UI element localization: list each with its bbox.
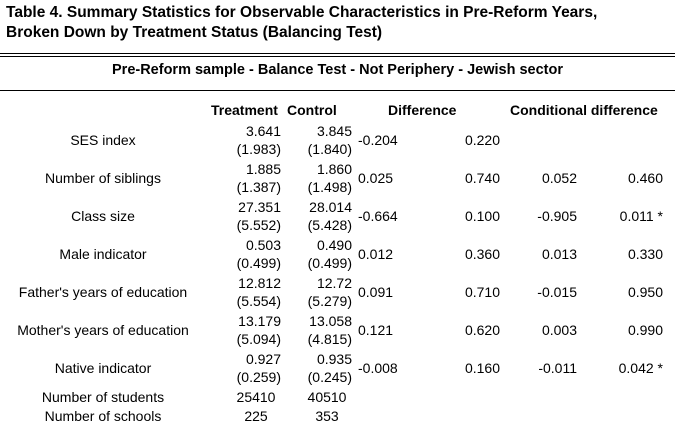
treatment-sd: (5.552) (236, 217, 281, 233)
treatment-sd: (5.554) (236, 293, 281, 309)
conditional-pvalue: 0.011 * (619, 208, 663, 224)
count-control: 40510 (307, 389, 347, 405)
count-label: Number of schools (44, 408, 162, 424)
conditional-pvalue: 0.460 (627, 170, 663, 186)
conditional-difference: -0.011 (538, 360, 577, 376)
control-sd: (5.279) (307, 293, 352, 309)
difference: -0.204 (358, 132, 398, 148)
treatment-mean: 12.812 (238, 275, 281, 291)
control-mean: 3.845 (316, 123, 352, 139)
conditional-difference: -0.015 (537, 284, 577, 300)
subtitle-rule (0, 90, 675, 91)
count-control: 353 (315, 408, 339, 424)
difference-pvalue: 0.160 (464, 360, 500, 376)
control-sd: (1.498) (307, 179, 352, 195)
count-treatment: 225 (244, 408, 268, 424)
difference: 0.121 (358, 322, 394, 338)
row-label: Native indicator (54, 360, 152, 376)
control-sd: (5.428) (307, 217, 352, 233)
table-subtitle: Pre-Reform sample - Balance Test - Not P… (112, 62, 563, 78)
conditional-pvalue: 0.990 (627, 322, 663, 338)
difference-pvalue: 0.740 (464, 170, 500, 186)
difference: 0.012 (358, 246, 394, 262)
row-label: Class size (71, 208, 135, 224)
treatment-mean: 27.351 (238, 199, 281, 215)
row-label: Father's years of education (18, 284, 188, 300)
count-label: Number of students (41, 389, 165, 405)
row-label: Number of siblings (45, 170, 161, 186)
treatment-mean: 1.885 (245, 161, 281, 177)
control-mean: 28.014 (309, 199, 352, 215)
control-sd: (1.840) (307, 141, 352, 157)
header-difference: Difference (388, 102, 457, 118)
table-title: Table 4. Summary Statistics for Observab… (6, 3, 597, 43)
top-rule (0, 53, 675, 54)
treatment-sd: (0.499) (236, 255, 281, 271)
difference: 0.091 (358, 284, 394, 300)
control-sd: (0.499) (307, 255, 352, 271)
row-label: Mother's years of education (17, 322, 189, 338)
difference-pvalue: 0.220 (464, 132, 500, 148)
conditional-difference: 0.003 (541, 322, 577, 338)
treatment-sd: (1.387) (236, 179, 281, 195)
conditional-pvalue: 0.330 (627, 246, 663, 262)
conditional-difference: 0.052 (541, 170, 577, 186)
treatment-mean: 3.641 (245, 123, 281, 139)
treatment-mean: 0.927 (245, 351, 281, 367)
conditional-difference: 0.013 (541, 246, 577, 262)
row-label: Male indicator (59, 246, 147, 262)
title-line-2: Broken Down by Treatment Status (Balanci… (6, 24, 383, 41)
control-mean: 0.935 (316, 351, 352, 367)
top-rule-double (0, 56, 675, 57)
row-label: SES index (70, 132, 136, 148)
conditional-pvalue: 0.950 (627, 284, 663, 300)
treatment-sd: (0.259) (236, 369, 281, 385)
treatment-mean: 13.179 (238, 313, 281, 329)
header-conditional-difference: Conditional difference (510, 102, 658, 118)
difference: 0.025 (358, 170, 394, 186)
header-treatment: Treatment (211, 102, 278, 118)
header-control: Control (287, 102, 337, 118)
difference: -0.664 (358, 208, 398, 224)
difference-pvalue: 0.360 (464, 246, 500, 262)
control-mean: 12.72 (316, 275, 352, 291)
control-sd: (0.245) (307, 369, 352, 385)
title-line-1: Table 4. Summary Statistics for Observab… (6, 4, 598, 21)
conditional-pvalue: 0.042 * (618, 360, 663, 376)
control-mean: 13.058 (309, 313, 352, 329)
treatment-sd: (1.983) (236, 141, 281, 157)
difference: -0.008 (358, 360, 398, 376)
control-mean: 1.860 (316, 161, 352, 177)
difference-pvalue: 0.100 (464, 208, 500, 224)
control-mean: 0.490 (316, 237, 352, 253)
control-sd: (4.815) (307, 331, 352, 347)
treatment-mean: 0.503 (245, 237, 281, 253)
conditional-difference: -0.905 (537, 208, 577, 224)
treatment-sd: (5.094) (236, 331, 281, 347)
difference-pvalue: 0.710 (464, 284, 500, 300)
count-treatment: 25410 (236, 389, 276, 405)
difference-pvalue: 0.620 (464, 322, 500, 338)
